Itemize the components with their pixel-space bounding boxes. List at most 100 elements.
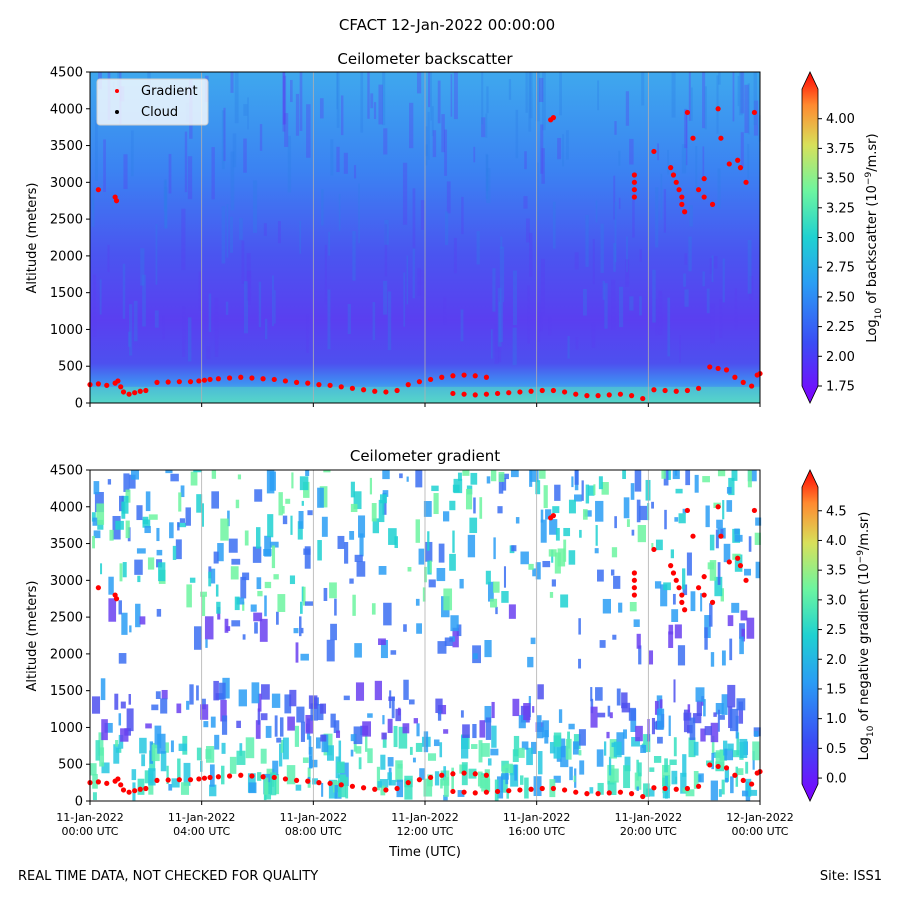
gradient-blob [201,595,206,617]
backscatter-title: Ceilometer backscatter [337,50,513,68]
colorbar-tick-label: 4.0 [826,534,847,549]
backscatter-streak [722,258,725,303]
gradient-blob [651,543,654,548]
backscatter-streak [343,152,348,174]
backscatter-streak [264,318,268,340]
backscatter-streak [272,275,274,327]
gradient-marker [494,390,501,397]
gradient-blob [598,476,603,490]
gradient-blob [248,782,257,794]
gradient-blob [664,758,668,773]
gradient-blob [415,519,420,543]
colorbar-tick-label: 3.50 [826,172,855,187]
gradient-blob [321,516,328,537]
gradient-blob [265,725,272,738]
gradient-blob [376,766,381,791]
backscatter-streak [538,77,544,102]
gradient-blob [276,611,279,625]
backscatter-streak [574,252,579,270]
gradient-blob [597,569,604,582]
gradient-blob [378,566,387,575]
backscatter-streak [528,72,532,132]
gradient-blob [388,779,396,786]
gradient-blob [487,758,492,766]
gradient-blob [350,734,356,742]
gradient-blob [746,617,755,639]
gradient-blob [738,701,744,724]
colorbar-tick-label: 1.0 [826,712,847,727]
backscatter-streak [639,296,642,316]
gradient-blob [293,628,299,634]
gradient-blob [663,582,671,591]
gradient-blob [380,785,386,796]
gradient-blob [390,650,397,655]
gradient-marker [640,793,646,800]
x-tick-label-time: 04:00 UTC [173,825,230,838]
gradient-blob [299,616,302,637]
gradient-blob [682,754,687,777]
backscatter-streak [214,297,219,357]
backscatter-streak [453,72,458,120]
backscatter-streak [557,137,562,160]
gradient-blob [398,726,408,749]
gradient-marker [695,783,702,789]
legend: Gradient Cloud [96,78,209,126]
gradient-blob [156,527,160,542]
backscatter-streak [485,153,488,199]
gradient-marker [640,395,646,402]
backscatter-streak [360,72,364,133]
gradient-marker [662,785,668,792]
gradient-marker [271,376,277,383]
gradient-blob [484,705,492,723]
gradient-marker [207,774,213,781]
backscatter-streak [142,274,146,327]
gradient-blob [224,618,229,633]
gradient-blob [350,481,355,498]
gradient-blob [734,534,743,542]
gradient-blob [387,757,394,767]
gradient-marker [260,376,266,382]
gradient-blob [755,561,761,579]
gradient-marker [305,778,311,784]
gradient-blob [355,682,365,701]
gradient-blob [685,470,691,486]
gradient-blob [415,598,420,606]
gradient-blob [139,616,146,625]
gradient-marker [104,780,110,786]
backscatter-streak [492,268,496,312]
gradient-marker [201,775,208,781]
gradient-marker [226,375,233,381]
backscatter-streak [299,72,303,131]
gradient-blob [312,778,318,785]
gradient-blob [709,560,717,581]
gradient-blob [307,510,313,516]
gradient-blob [747,470,757,482]
gradient-blob [748,536,752,552]
gradient-blob [229,756,237,774]
gradient-marker [450,390,456,397]
backscatter-streak [732,72,735,122]
gradient-blob [211,470,217,479]
backscatter-streak [226,204,229,258]
gradient-blob [118,653,127,664]
gradient-blob [255,720,261,739]
gradient-blob [128,474,136,489]
backscatter-streak [246,253,251,305]
gradient-blob [727,743,734,751]
backscatter-streak [709,258,713,274]
gradient-marker [316,382,322,388]
gradient-marker [684,109,691,116]
backscatter-streak [259,124,263,151]
gradient-marker [715,365,721,372]
backscatter-streak [295,93,300,136]
gradient-blob [196,747,202,761]
gradient-marker [95,187,101,193]
gradient-blob [491,701,495,719]
backscatter-streak [103,139,106,192]
backscatter-streak [632,193,635,238]
backscatter-streak [688,72,691,121]
y-tick-label: 2500 [50,213,83,228]
gradient-blob [272,760,279,776]
gradient-blob [520,775,524,785]
gradient-blob [290,515,293,535]
